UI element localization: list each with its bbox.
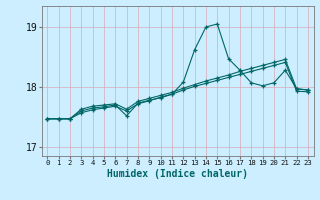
X-axis label: Humidex (Indice chaleur): Humidex (Indice chaleur)	[107, 169, 248, 179]
